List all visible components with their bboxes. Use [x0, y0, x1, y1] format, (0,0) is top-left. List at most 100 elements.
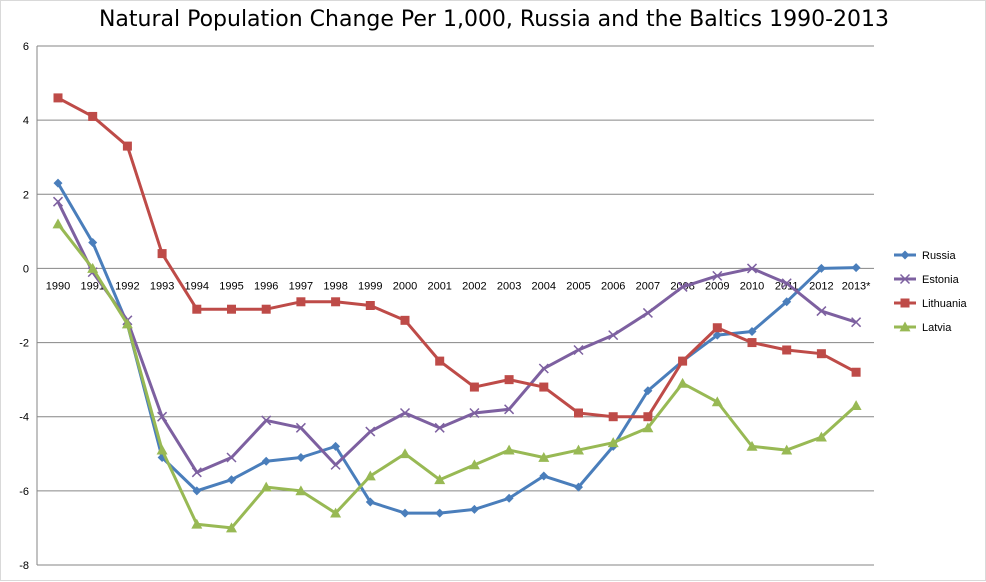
data-point-russia — [435, 508, 445, 518]
data-point-lithuania — [296, 297, 306, 307]
x-tick-label: 1993 — [150, 280, 174, 292]
data-point-estonia — [365, 426, 376, 437]
x-tick-label: 2009 — [705, 280, 729, 292]
x-tick-label: 2002 — [462, 280, 486, 292]
data-point-russia — [192, 486, 202, 496]
data-point-estonia — [573, 344, 584, 356]
data-point-russia — [88, 237, 98, 247]
data-point-latvia — [295, 485, 307, 496]
data-point-russia — [782, 297, 792, 307]
legend-marker-lithuania — [900, 298, 910, 308]
data-point-lithuania — [435, 356, 445, 366]
data-point-lithuania — [469, 382, 479, 392]
data-point-latvia — [711, 396, 723, 407]
data-point-latvia — [330, 507, 342, 518]
data-point-russia — [816, 263, 826, 273]
y-tick-label: 4 — [23, 115, 29, 127]
data-point-russia — [296, 452, 306, 462]
data-point-latvia — [156, 444, 168, 455]
data-point-latvia — [746, 440, 758, 451]
data-point-russia — [539, 471, 549, 481]
data-point-latvia — [121, 318, 133, 329]
data-point-estonia — [642, 307, 653, 318]
y-tick-label: 0 — [23, 263, 29, 275]
data-point-lithuania — [261, 304, 271, 314]
data-point-estonia — [538, 363, 549, 374]
y-tick-label: -6 — [19, 486, 29, 498]
data-point-estonia — [712, 270, 723, 281]
series-line-latvia — [56, 223, 858, 530]
x-tick-label: 1996 — [254, 280, 278, 292]
data-point-latvia — [607, 437, 619, 448]
y-tick-label: -4 — [19, 412, 29, 424]
data-point-latvia — [503, 444, 515, 455]
x-tick-label: 1997 — [289, 280, 313, 292]
data-point-russia — [712, 330, 722, 340]
data-point-lithuania — [747, 338, 757, 348]
y-tick-label: -2 — [19, 338, 29, 350]
data-point-latvia — [191, 518, 203, 529]
data-point-latvia — [468, 459, 480, 470]
data-point-lithuania — [851, 367, 861, 377]
legend-label-russia: Russia — [922, 250, 957, 262]
data-point-russia — [747, 326, 757, 336]
legend-marker-latvia — [899, 321, 911, 332]
data-point-lithuania — [365, 301, 375, 310]
data-point-estonia — [191, 467, 202, 478]
data-point-latvia — [399, 448, 411, 459]
data-point-estonia — [746, 263, 758, 274]
series-line-russia — [56, 182, 857, 515]
data-point-estonia — [330, 459, 341, 470]
data-point-latvia — [677, 377, 689, 388]
x-tick-label: 2005 — [566, 280, 590, 292]
data-point-lithuania — [608, 412, 618, 422]
data-point-lithuania — [331, 297, 341, 307]
data-point-latvia — [538, 451, 550, 462]
data-point-lithuania — [712, 323, 722, 333]
data-point-latvia — [226, 522, 237, 533]
data-point-lithuania — [157, 249, 167, 259]
x-tick-label: 1991 — [80, 280, 104, 292]
x-tick-label: 1992 — [115, 280, 139, 292]
data-point-lithuania — [227, 304, 236, 314]
y-tick-label: 2 — [23, 189, 29, 201]
data-point-estonia — [851, 317, 862, 328]
data-point-latvia — [52, 218, 64, 229]
data-point-russia — [261, 456, 271, 466]
data-point-estonia — [157, 411, 168, 422]
data-point-estonia — [52, 196, 64, 207]
data-point-estonia — [261, 415, 272, 426]
data-point-latvia — [815, 431, 827, 442]
data-point-lithuania — [88, 111, 98, 121]
legend-marker-estonia — [899, 273, 911, 285]
x-tick-label: 2010 — [740, 280, 764, 292]
x-tick-label: 1998 — [323, 280, 347, 292]
y-tick-label: 6 — [23, 41, 29, 53]
data-point-estonia — [816, 306, 827, 317]
x-tick-label: 2004 — [532, 280, 556, 292]
data-point-estonia — [677, 281, 688, 292]
y-tick-label: -8 — [19, 560, 29, 572]
data-point-latvia — [434, 474, 446, 485]
data-point-russia — [53, 178, 63, 188]
data-point-lithuania — [782, 345, 792, 355]
data-point-russia — [469, 504, 479, 514]
data-point-estonia — [469, 407, 480, 419]
data-point-estonia — [295, 422, 306, 433]
data-point-estonia — [399, 407, 411, 419]
legend-label-estonia: Estonia — [922, 274, 960, 286]
x-tick-label: 2001 — [427, 280, 451, 292]
x-tick-label: 2000 — [393, 280, 417, 292]
data-point-lithuania — [539, 382, 549, 392]
x-tick-label: 1994 — [185, 280, 209, 292]
x-tick-label: 2007 — [636, 280, 660, 292]
data-point-russia — [851, 263, 861, 273]
data-point-lithuania — [574, 408, 583, 418]
data-point-estonia — [434, 422, 445, 433]
data-point-russia — [574, 482, 583, 492]
data-point-latvia — [87, 262, 99, 273]
x-tick-label: 2006 — [601, 280, 625, 292]
series-line-estonia — [56, 201, 857, 474]
data-point-russia — [365, 497, 375, 507]
